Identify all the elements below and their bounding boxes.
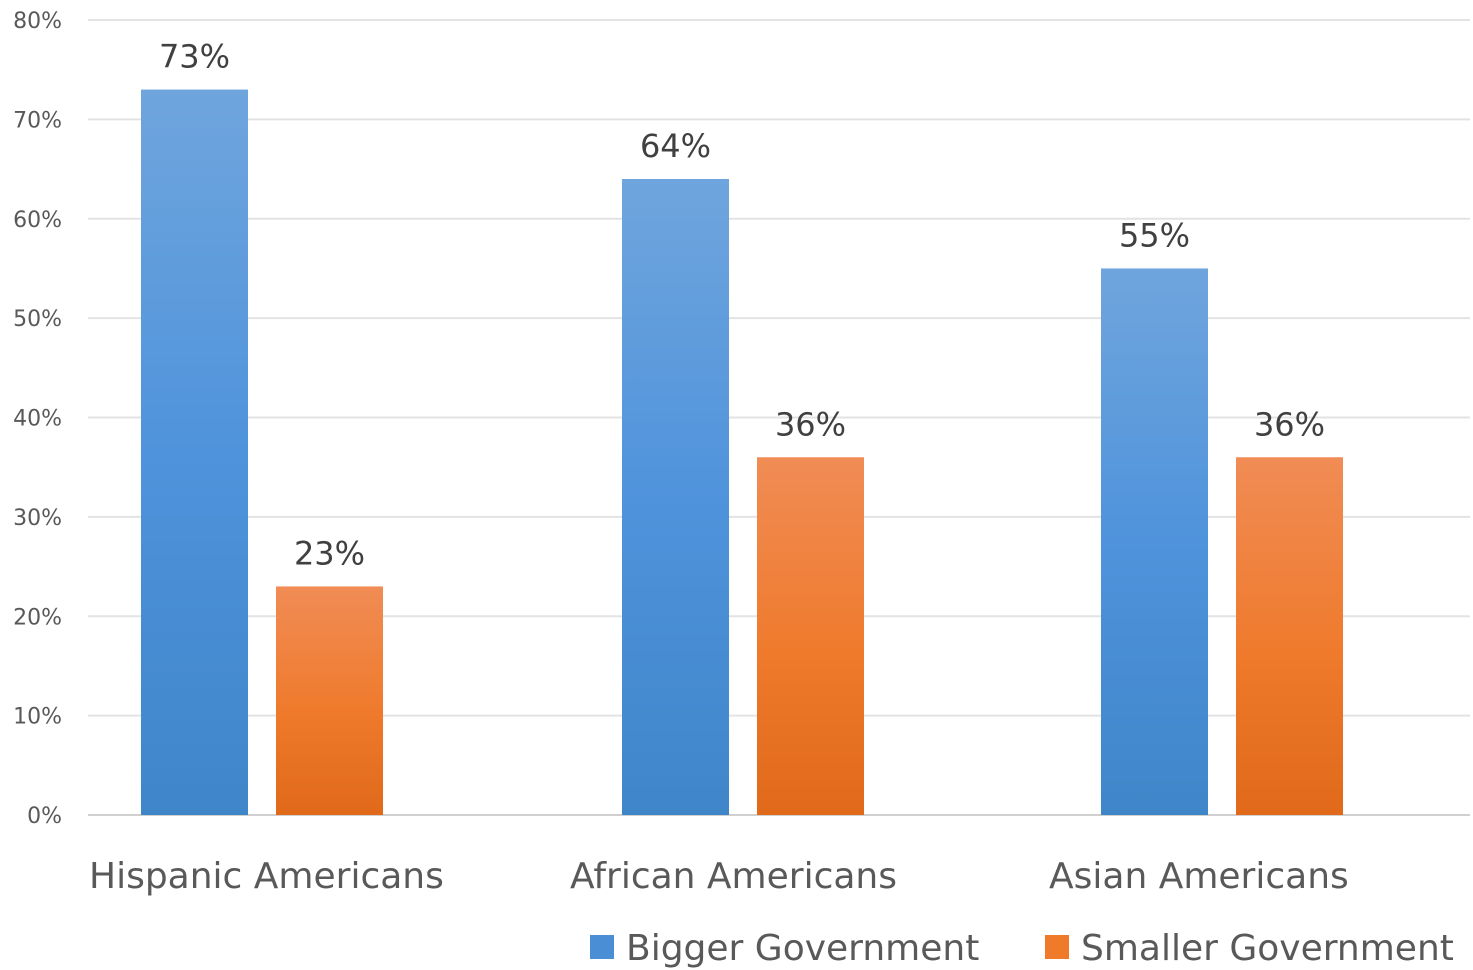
data-label: 55% xyxy=(1119,216,1190,254)
legend-swatch-bigger xyxy=(590,935,614,959)
y-tick-label: 0% xyxy=(27,804,62,829)
category-label: African Americans xyxy=(570,856,897,897)
y-tick-label: 10% xyxy=(13,705,62,730)
bar-bigger-0 xyxy=(141,89,248,815)
y-tick-label: 60% xyxy=(13,208,62,233)
data-labels: 73% 64% 55% 23% 36% 36% xyxy=(159,38,1325,573)
category-labels: Hispanic Americans African Americans Asian… xyxy=(89,856,1349,897)
y-tick-label: 30% xyxy=(13,506,62,531)
legend: Bigger Government Smaller Government xyxy=(590,928,1454,969)
bar-smaller-2 xyxy=(1236,457,1343,815)
bar-bigger-2 xyxy=(1101,268,1208,815)
data-label: 64% xyxy=(640,127,711,165)
y-tick-label: 40% xyxy=(13,407,62,432)
legend-swatch-smaller xyxy=(1045,935,1069,959)
y-axis-ticks: 0% 10% 20% 30% 40% 50% 60% 70% 80% xyxy=(13,9,62,829)
legend-label: Bigger Government xyxy=(626,928,979,969)
y-tick-label: 70% xyxy=(13,108,62,133)
data-label: 73% xyxy=(159,38,230,76)
data-label: 36% xyxy=(1254,405,1325,443)
legend-label: Smaller Government xyxy=(1081,928,1454,969)
bar-smaller-0 xyxy=(276,586,383,815)
data-label: 36% xyxy=(775,405,846,443)
y-tick-label: 20% xyxy=(13,605,62,630)
category-label: Asian Americans xyxy=(1049,856,1349,897)
y-tick-label: 50% xyxy=(13,307,62,332)
bars xyxy=(141,89,1343,815)
y-tick-label: 80% xyxy=(13,9,62,34)
data-label: 23% xyxy=(294,534,365,572)
category-label: Hispanic Americans xyxy=(89,856,444,897)
bar-smaller-1 xyxy=(757,457,864,815)
bar-bigger-1 xyxy=(622,179,729,815)
